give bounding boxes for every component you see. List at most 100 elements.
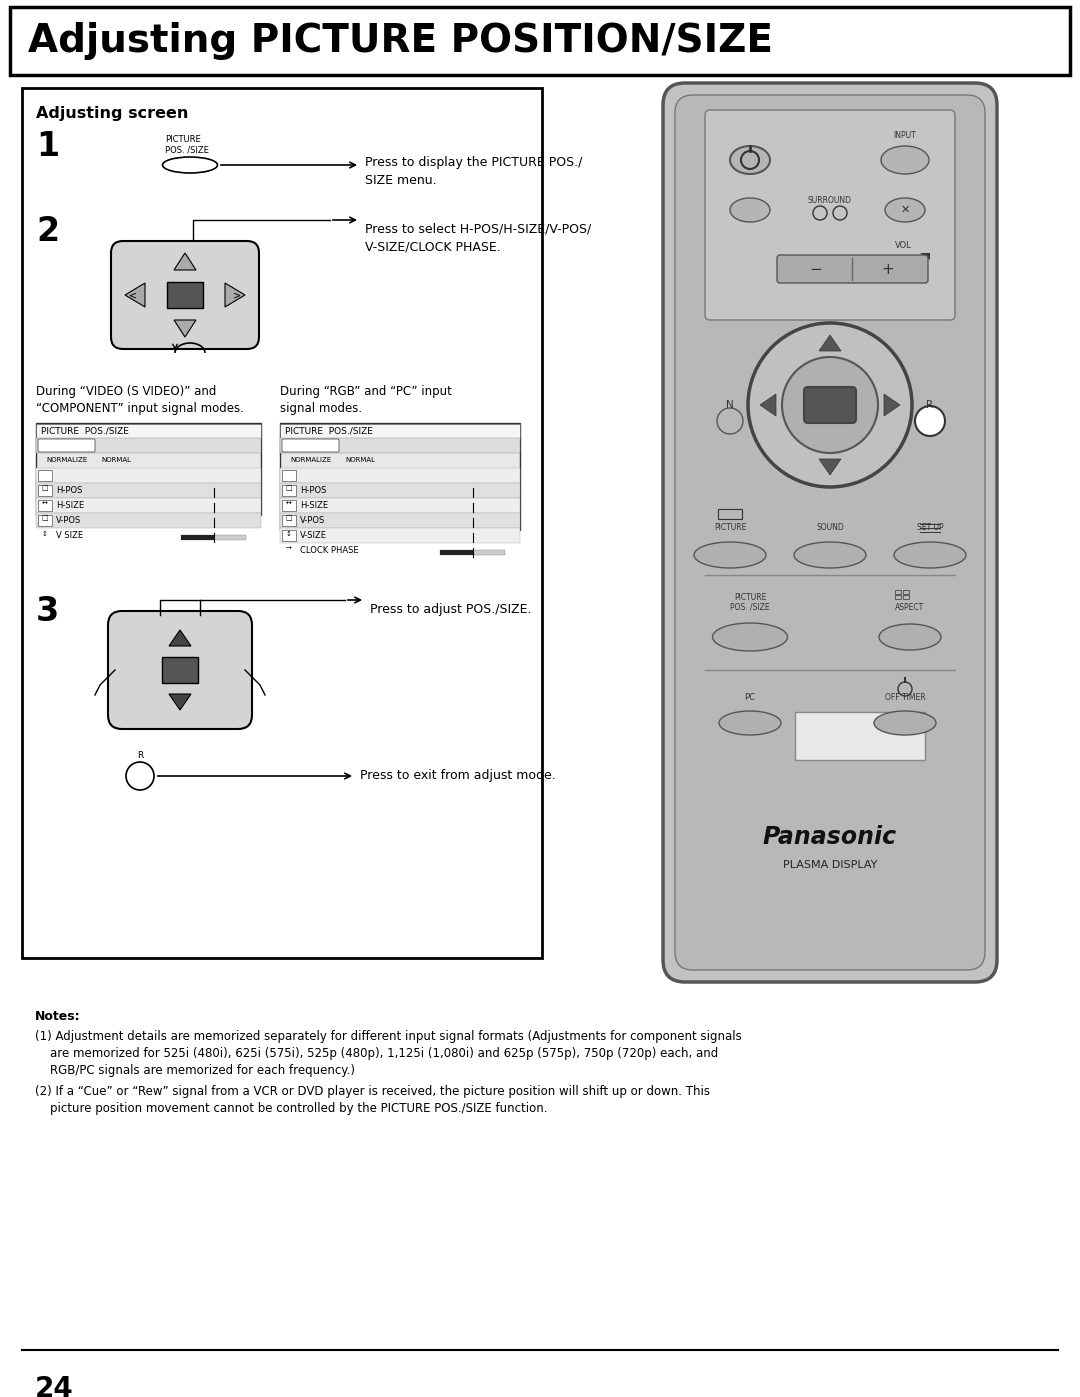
Bar xyxy=(282,469,296,481)
Text: □: □ xyxy=(286,515,293,521)
Bar xyxy=(440,535,505,541)
Polygon shape xyxy=(168,694,191,710)
Text: CLOCK PHASE: CLOCK PHASE xyxy=(300,546,359,555)
Text: >: > xyxy=(233,291,241,300)
Bar xyxy=(36,423,261,515)
Circle shape xyxy=(717,408,743,434)
Bar xyxy=(280,513,519,528)
Text: H-SIZE: H-SIZE xyxy=(56,502,84,510)
Bar xyxy=(181,504,217,510)
Text: (2) If a “Cue” or “Rew” signal from a VCR or DVD player is received, the picture: (2) If a “Cue” or “Rew” signal from a VC… xyxy=(35,1085,710,1098)
Bar xyxy=(280,528,519,543)
Text: During “RGB” and “PC” input
signal modes.: During “RGB” and “PC” input signal modes… xyxy=(280,386,451,415)
Text: ↔: ↔ xyxy=(286,500,292,507)
Text: PLASMA DISPLAY: PLASMA DISPLAY xyxy=(783,861,877,870)
Ellipse shape xyxy=(894,542,966,569)
Text: <: < xyxy=(129,291,137,300)
Bar xyxy=(440,490,473,495)
Text: NORMAL: NORMAL xyxy=(102,457,131,464)
Polygon shape xyxy=(225,284,245,307)
Ellipse shape xyxy=(885,198,924,222)
Bar xyxy=(718,509,742,520)
Bar xyxy=(903,595,909,599)
Text: PICTURE  POS./SIZE: PICTURE POS./SIZE xyxy=(285,426,373,436)
Ellipse shape xyxy=(694,542,766,569)
Bar xyxy=(440,504,476,510)
Polygon shape xyxy=(174,253,195,270)
Ellipse shape xyxy=(730,198,770,222)
Bar xyxy=(440,490,505,495)
Bar xyxy=(903,590,909,594)
Ellipse shape xyxy=(730,147,770,175)
Text: 1: 1 xyxy=(36,130,59,163)
Text: RGB/PC signals are memorized for each frequency.): RGB/PC signals are memorized for each fr… xyxy=(35,1065,355,1077)
Bar xyxy=(280,423,519,529)
Text: SOUND: SOUND xyxy=(816,522,843,532)
FancyBboxPatch shape xyxy=(282,439,339,453)
Ellipse shape xyxy=(162,156,217,173)
Text: ↔: ↔ xyxy=(42,500,48,507)
Bar xyxy=(280,497,519,513)
Text: ASPECT: ASPECT xyxy=(895,604,924,612)
Text: picture position movement cannot be controlled by the PICTURE POS./SIZE function: picture position movement cannot be cont… xyxy=(35,1102,548,1115)
Text: Panasonic: Panasonic xyxy=(762,826,897,849)
Text: Press to select H-POS/H-SIZE/V-POS/
V-SIZE/CLOCK PHASE.: Press to select H-POS/H-SIZE/V-POS/ V-SI… xyxy=(365,224,591,254)
Text: □: □ xyxy=(42,515,49,521)
Text: ↕: ↕ xyxy=(42,531,48,536)
Text: Notes:: Notes: xyxy=(35,1010,81,1023)
Text: 24: 24 xyxy=(35,1375,73,1397)
Text: PICTURE
POS. /SIZE: PICTURE POS. /SIZE xyxy=(165,136,208,155)
Bar xyxy=(280,425,519,439)
Text: During “VIDEO (S VIDEO)” and
“COMPONENT” input signal modes.: During “VIDEO (S VIDEO)” and “COMPONENT”… xyxy=(36,386,244,415)
Bar xyxy=(36,439,261,453)
Text: NORMAL: NORMAL xyxy=(345,457,375,464)
FancyBboxPatch shape xyxy=(804,387,856,423)
Text: □: □ xyxy=(286,486,293,492)
Bar xyxy=(280,439,519,453)
Text: R: R xyxy=(137,752,144,760)
Text: PICTURE
POS. /SIZE: PICTURE POS. /SIZE xyxy=(730,592,770,612)
Ellipse shape xyxy=(879,624,941,650)
Bar xyxy=(895,590,901,594)
Text: VOL: VOL xyxy=(895,242,912,250)
Bar xyxy=(440,520,489,525)
Bar xyxy=(181,535,246,541)
Bar xyxy=(38,469,52,481)
Text: are memorized for 525i (480i), 625i (575i), 525p (480p), 1,125i (1,080i) and 625: are memorized for 525i (480i), 625i (575… xyxy=(35,1046,718,1060)
Text: R: R xyxy=(927,400,933,409)
Text: ↕: ↕ xyxy=(286,531,292,536)
Circle shape xyxy=(748,323,912,488)
Text: PC: PC xyxy=(744,693,756,703)
Text: N: N xyxy=(726,400,734,409)
Polygon shape xyxy=(168,630,191,645)
Text: −: − xyxy=(810,261,822,277)
Circle shape xyxy=(915,407,945,436)
Ellipse shape xyxy=(794,542,866,569)
Text: Adjusting PICTURE POSITION/SIZE: Adjusting PICTURE POSITION/SIZE xyxy=(28,22,773,60)
Bar xyxy=(36,497,261,513)
Text: (1) Adjustment details are memorized separately for different input signal forma: (1) Adjustment details are memorized sep… xyxy=(35,1030,742,1044)
Ellipse shape xyxy=(713,623,787,651)
Bar xyxy=(282,515,296,527)
Polygon shape xyxy=(174,320,195,337)
Bar xyxy=(167,282,203,307)
Bar xyxy=(440,520,505,525)
FancyBboxPatch shape xyxy=(663,82,997,982)
Bar xyxy=(10,7,1070,75)
Bar xyxy=(36,468,261,483)
Bar xyxy=(895,595,901,599)
Bar xyxy=(280,468,519,483)
Polygon shape xyxy=(819,335,841,351)
Text: Press to adjust POS./SIZE.: Press to adjust POS./SIZE. xyxy=(370,604,531,616)
Text: H-POS: H-POS xyxy=(56,486,82,495)
Bar xyxy=(162,657,198,683)
Bar xyxy=(181,520,246,525)
Bar xyxy=(36,483,261,497)
Bar xyxy=(36,513,261,528)
Bar xyxy=(38,500,52,511)
Ellipse shape xyxy=(874,711,936,735)
Bar xyxy=(38,515,52,527)
Bar xyxy=(282,529,296,541)
Text: V-POS: V-POS xyxy=(300,515,325,525)
Bar xyxy=(181,490,214,495)
